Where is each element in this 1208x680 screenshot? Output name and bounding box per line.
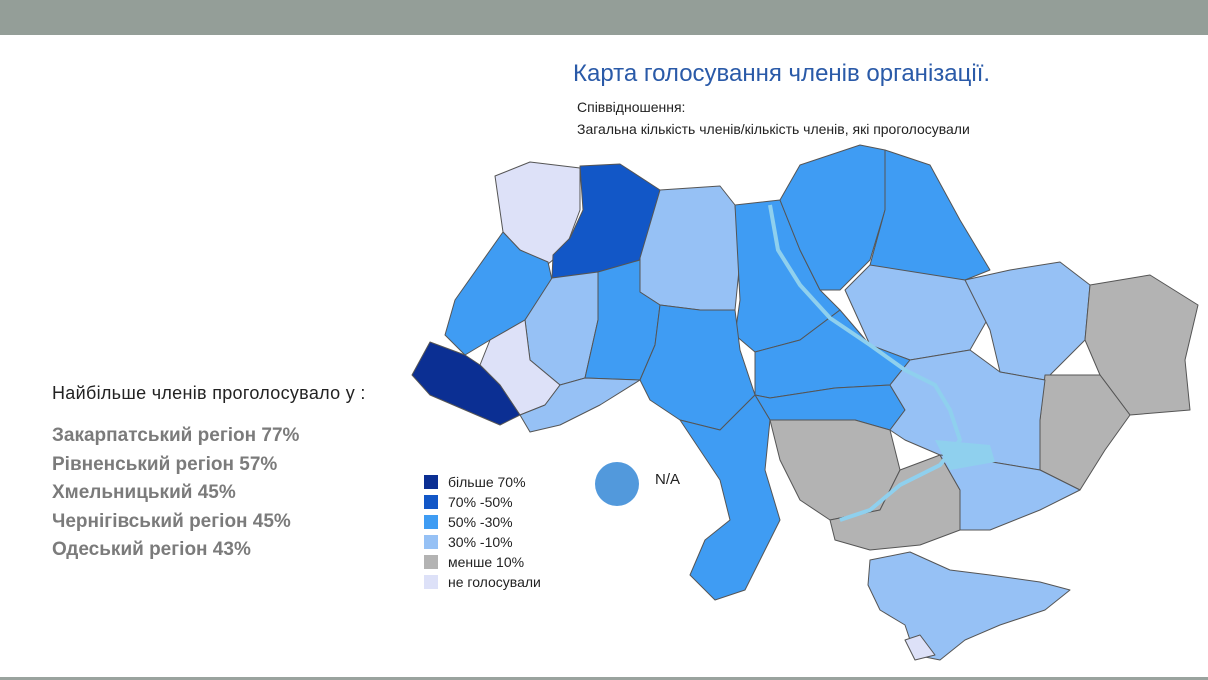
kakhovka-reservoir: [935, 440, 995, 470]
legend-swatch: [424, 515, 438, 529]
legend-label: 30% -10%: [448, 534, 513, 550]
legend-item: 50% -30%: [424, 512, 541, 532]
top-regions-list: Закарпатський регіон 77% Рівненський рег…: [52, 422, 299, 565]
legend-swatch: [424, 555, 438, 569]
legend-swatch: [424, 475, 438, 489]
top-regions-heading: Найбільше членів проголосувало у :: [52, 383, 366, 403]
subtitle: Співвідношення: Загальна кількість члені…: [577, 96, 970, 140]
legend-item: 70% -50%: [424, 492, 541, 512]
legend-label: не голосували: [448, 574, 541, 590]
region-chernivtsi: [519, 377, 641, 433]
region-zakarpattia: [411, 341, 521, 426]
list-item: Рівненський регіон 57%: [52, 453, 278, 475]
legend-label: 70% -50%: [448, 494, 513, 510]
region-sumy: [869, 149, 991, 281]
region-odesa: [679, 394, 781, 601]
legend-item: більше 70%: [424, 472, 541, 492]
page-title: Карта голосування членів організації.: [573, 60, 991, 87]
list-item: Хмельницький 45%: [52, 482, 236, 503]
legend: більше 70% 70% -50% 50% -30% 30% -10% ме…: [424, 472, 541, 592]
legend-item: менше 10%: [424, 552, 541, 572]
region-luhansk: [1084, 274, 1199, 416]
na-label: N/A: [655, 470, 681, 488]
top-band: [0, 0, 1208, 35]
legend-label: менше 10%: [448, 554, 525, 570]
na-circle: [595, 462, 639, 506]
ukraine-map: [411, 144, 1199, 661]
region-zaporizhzhia: [939, 454, 1081, 531]
list-item: Закарпатський регіон 77%: [52, 425, 300, 446]
legend-label: більше 70%: [448, 474, 526, 490]
subtitle-line-1: Співвідношення:: [577, 99, 686, 115]
subtitle-line-2: Загальна кількість членів/кількість член…: [577, 121, 970, 137]
dnieper-river: [768, 204, 963, 522]
bottom-line: [0, 677, 1208, 680]
region-chernihiv: [779, 144, 886, 291]
legend-item: 30% -10%: [424, 532, 541, 552]
region-crimea: [867, 551, 1071, 661]
list-item: Чернігівський регіон 45%: [52, 510, 291, 532]
region-mykolaiv: [769, 419, 901, 521]
list-item: Одеський регіон 43%: [52, 539, 251, 560]
legend-swatch: [424, 575, 438, 589]
legend-label: 50% -30%: [448, 514, 513, 530]
legend-swatch: [424, 535, 438, 549]
na-indicator: N/A: [595, 462, 680, 506]
region-sevastopol: [904, 634, 936, 661]
legend-swatch: [424, 495, 438, 509]
legend-item: не голосували: [424, 572, 541, 592]
